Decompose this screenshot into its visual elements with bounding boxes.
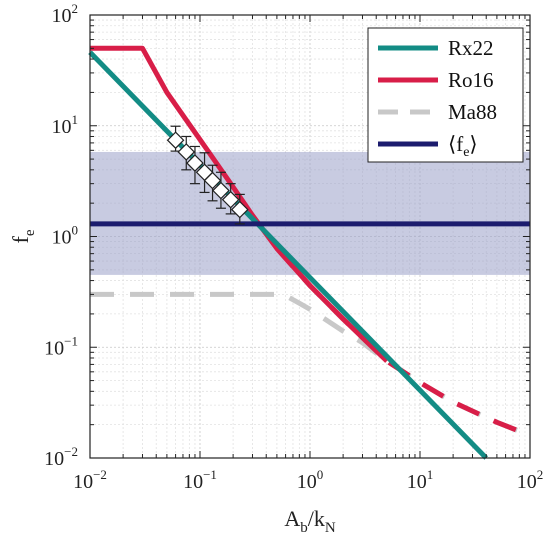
- series-lines: [88, 45, 531, 460]
- x-axis-label: Ab/kN: [284, 506, 336, 536]
- x-tick-label: 10−1: [183, 467, 217, 493]
- x-tick-label: 102: [517, 467, 544, 493]
- legend-label: Ma88: [448, 100, 497, 124]
- y-tick-label: 101: [52, 112, 79, 138]
- x-tick-label: 101: [407, 467, 434, 493]
- data-point: [230, 200, 249, 219]
- legend: Rx22 Ro16 Ma88 ⟨fe⟩: [367, 27, 524, 163]
- shaded-band: [90, 151, 530, 275]
- data-markers: [166, 125, 249, 225]
- y-tick-label: 100: [52, 223, 79, 249]
- legend-label: Ro16: [448, 68, 494, 92]
- ticks: [89, 15, 530, 459]
- data-point: [186, 154, 204, 172]
- legend-label: Rx22: [448, 36, 494, 60]
- series-line-rx22: [88, 50, 488, 460]
- data-point: [221, 190, 240, 209]
- data-point: [212, 181, 230, 200]
- data-point: [203, 171, 222, 190]
- series-line-ro16dashed: [275, 246, 531, 438]
- y-tick-label: 102: [52, 1, 79, 27]
- legend-label: ⟨fe⟩: [448, 132, 478, 160]
- x-tick-label: 100: [297, 467, 324, 493]
- series-line-ro16: [90, 45, 389, 363]
- data-point: [177, 143, 196, 161]
- tick-labels: 10−2 10−1 100 101 102 10−2 10−1 100 101 102: [44, 1, 543, 493]
- spread-band: [90, 151, 530, 275]
- y-axis-label: fe: [8, 229, 38, 243]
- y-tick-label: 10−1: [44, 333, 78, 359]
- x-tick-label: 10−2: [73, 467, 107, 493]
- y-tick-label: 10−2: [44, 444, 78, 470]
- data-point: [166, 131, 185, 150]
